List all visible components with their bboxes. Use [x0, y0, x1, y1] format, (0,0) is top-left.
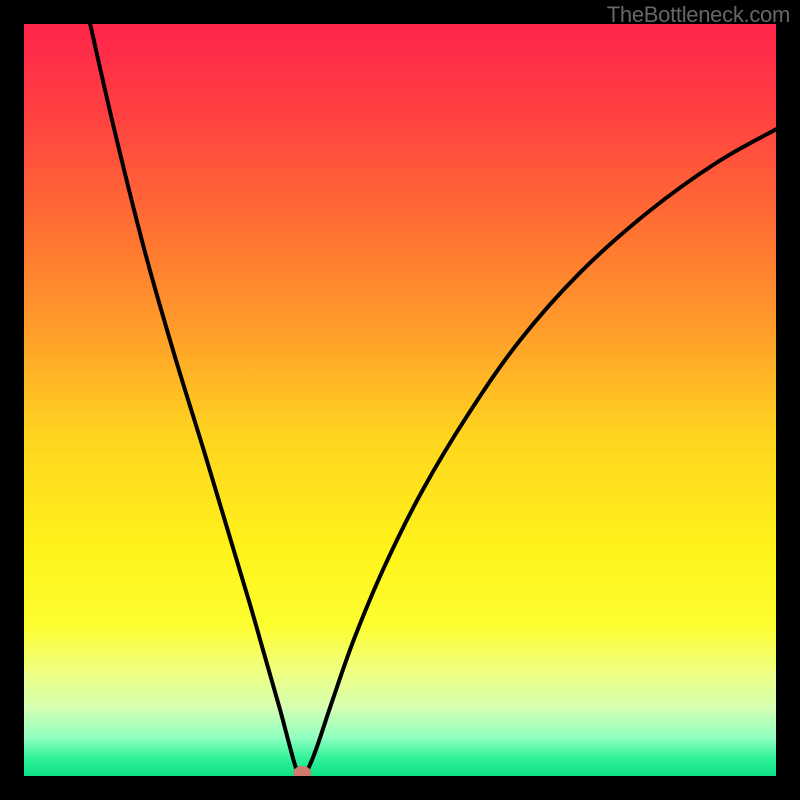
plot-area [24, 24, 776, 776]
chart-frame: TheBottleneck.com [0, 0, 800, 800]
plot-svg [24, 24, 776, 776]
watermark-text: TheBottleneck.com [607, 2, 790, 28]
gradient-background [24, 24, 776, 776]
